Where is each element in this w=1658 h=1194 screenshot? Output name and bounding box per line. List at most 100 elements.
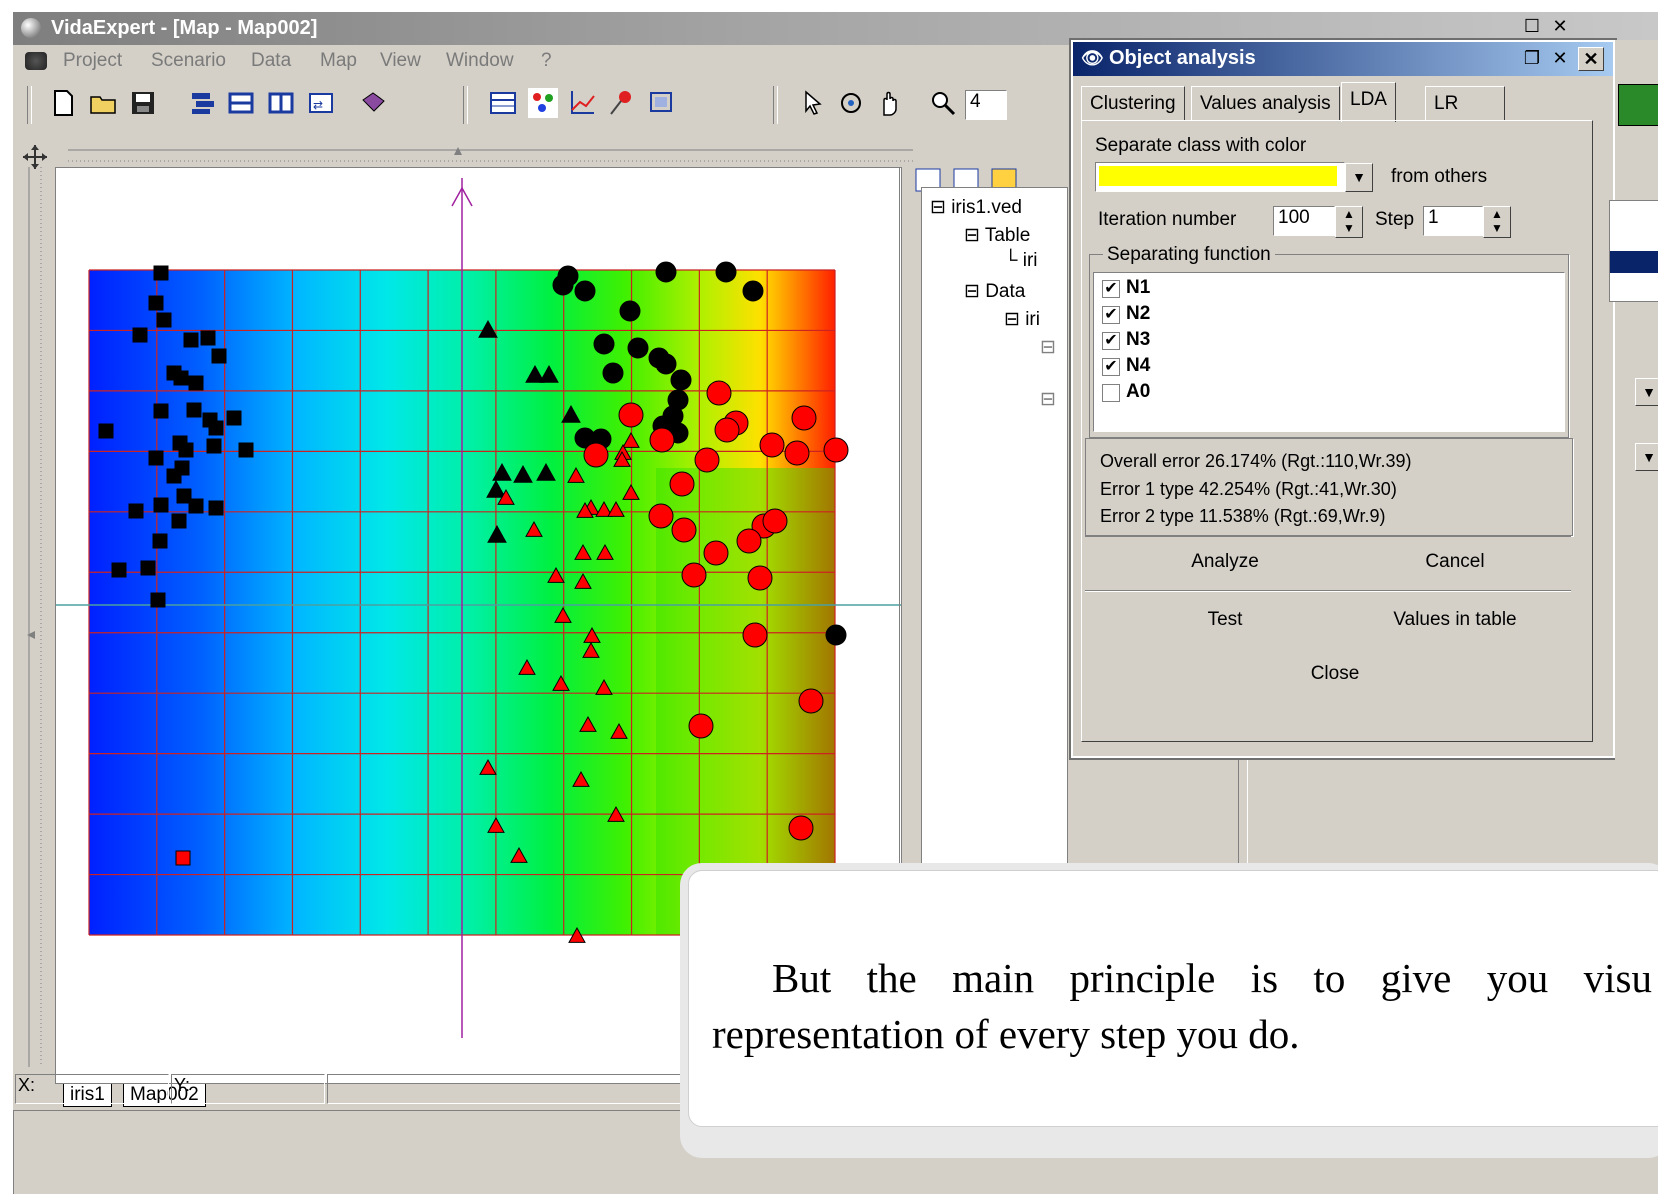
triangle-marker: [574, 543, 592, 560]
tab-map002[interactable]: Map002: [123, 1084, 206, 1107]
restore-icon[interactable]: ❐: [1523, 48, 1541, 68]
menu-help[interactable]: ?: [541, 50, 552, 71]
tree-node-table-child[interactable]: └ iri: [1004, 250, 1038, 271]
checkbox-n2[interactable]: ✔: [1102, 306, 1120, 324]
circle-marker: [552, 274, 574, 296]
tree-expander[interactable]: ⊟: [1040, 337, 1056, 358]
menu-project[interactable]: Project: [63, 50, 123, 71]
test-button[interactable]: Test: [1207, 609, 1243, 630]
scatter-view-icon[interactable]: [528, 88, 558, 118]
menu-scenario[interactable]: Scenario: [151, 50, 226, 71]
tree-expander[interactable]: ⊟: [1040, 389, 1056, 410]
circle-marker: [715, 261, 737, 283]
menu-map[interactable]: Map: [320, 50, 357, 71]
axes-icon[interactable]: [566, 88, 596, 118]
menu-data[interactable]: Data: [251, 50, 292, 71]
tree-node-table[interactable]: ⊟ Table: [964, 225, 1031, 246]
circle-marker: [574, 280, 596, 302]
iteration-input[interactable]: 100: [1273, 206, 1335, 236]
swap-icon[interactable]: ⇄: [306, 88, 336, 118]
tab-values-analysis[interactable]: Values analysis: [1191, 86, 1340, 120]
tab-iris1[interactable]: iris1: [63, 1084, 112, 1107]
iteration-spinner-icon[interactable]: ▲ ▼: [1335, 206, 1363, 238]
window-close-icon[interactable]: ✕: [1552, 16, 1568, 36]
table-view-icon[interactable]: [488, 88, 518, 118]
triangle-marker: [607, 500, 625, 517]
dropdown-icon[interactable]: ▼: [1635, 378, 1658, 406]
analyze-button[interactable]: Analyze: [1191, 551, 1259, 572]
save-icon[interactable]: [128, 88, 158, 118]
tree-label: iris1.ved: [951, 197, 1022, 218]
triangle-marker: [492, 462, 512, 481]
maximize-icon[interactable]: ☐: [1523, 16, 1541, 36]
pin-icon[interactable]: [606, 88, 636, 118]
square-marker: [173, 370, 189, 386]
tab-clustering[interactable]: Clustering: [1081, 86, 1185, 120]
child-close-icon[interactable]: ✕: [1552, 48, 1568, 68]
triangle-marker: [518, 658, 536, 675]
close-icon[interactable]: ✕: [1578, 47, 1604, 71]
color-dropdown-icon[interactable]: ▼: [1345, 163, 1373, 192]
cancel-button[interactable]: Cancel: [1425, 551, 1485, 572]
vertical-ruler[interactable]: [23, 167, 53, 1067]
error-panel: Overall error 26.174% (Rgt.:110,Wr.39) E…: [1085, 438, 1573, 536]
triangle-marker: [486, 479, 506, 498]
checkbox-a0[interactable]: [1102, 384, 1120, 402]
open-folder-icon[interactable]: [88, 88, 118, 118]
color-select[interactable]: [1095, 162, 1345, 192]
circle-marker: [784, 440, 810, 466]
rotate-icon[interactable]: [836, 88, 866, 118]
frame-icon[interactable]: [646, 88, 676, 118]
function-label-n2: N2: [1126, 303, 1151, 324]
new-file-icon[interactable]: [48, 88, 78, 118]
tree-node-root[interactable]: ⊟ iris1.ved: [930, 197, 1022, 218]
square-marker: [178, 442, 194, 458]
layers-icon[interactable]: [188, 88, 218, 118]
grid-tool-icon[interactable]: [1618, 84, 1658, 126]
from-others-label: from others: [1391, 166, 1488, 187]
triangle-marker: [607, 805, 625, 822]
button-row-1: Analyze Cancel: [1085, 536, 1571, 592]
step-spinner-icon[interactable]: ▲ ▼: [1483, 206, 1511, 238]
menu-view[interactable]: View: [380, 50, 421, 71]
checkbox-n4[interactable]: ✔: [1102, 358, 1120, 376]
dialog-title-bar: 👁 Object analysis ✕: [1073, 42, 1613, 76]
square-marker: [206, 438, 222, 454]
move-icon[interactable]: [21, 143, 49, 171]
square-marker: [153, 265, 169, 281]
pane-splitter[interactable]: [869, 167, 900, 1067]
tab-lr[interactable]: LR: [1425, 86, 1505, 120]
triangle-marker: [525, 364, 545, 383]
map-canvas[interactable]: [55, 167, 902, 1084]
tree-node-data[interactable]: ⊟ Data: [964, 281, 1026, 302]
zoom-icon[interactable]: [928, 88, 958, 118]
close-button[interactable]: Close: [1310, 663, 1360, 684]
dropdown-icon[interactable]: ▼: [1635, 443, 1658, 471]
values-in-table-button[interactable]: Values in table: [1393, 609, 1517, 630]
circle-marker: [669, 471, 695, 497]
iteration-label: Iteration number: [1098, 209, 1237, 230]
square-marker: [156, 312, 172, 328]
dialog-icon: 👁: [1081, 48, 1104, 68]
status-y: Y:: [171, 1074, 325, 1104]
horizontal-ruler[interactable]: [68, 145, 913, 167]
menu-window[interactable]: Window: [446, 50, 514, 71]
checkbox-n1[interactable]: ✔: [1102, 280, 1120, 298]
title-bar: VidaExpert - [Map - Map002]: [13, 12, 1658, 45]
columns-icon[interactable]: [266, 88, 296, 118]
book-icon[interactable]: [358, 88, 388, 118]
data-points: [98, 261, 849, 943]
hand-icon[interactable]: [875, 88, 905, 118]
tree-toolbar: [915, 168, 1017, 192]
zoom-field[interactable]: 4: [965, 90, 1007, 120]
tree-node-data-child[interactable]: ⊟ iri: [1004, 309, 1040, 330]
checkbox-n3[interactable]: ✔: [1102, 332, 1120, 350]
tab-lda[interactable]: LDA: [1341, 82, 1396, 122]
step-label: Step: [1375, 209, 1415, 230]
triangle-marker: [576, 501, 594, 518]
pane-divider[interactable]: [1238, 612, 1248, 1072]
rows-icon[interactable]: [226, 88, 256, 118]
step-input[interactable]: 1: [1423, 206, 1483, 236]
pointer-icon[interactable]: [798, 88, 828, 118]
map-plot[interactable]: [56, 168, 901, 1083]
